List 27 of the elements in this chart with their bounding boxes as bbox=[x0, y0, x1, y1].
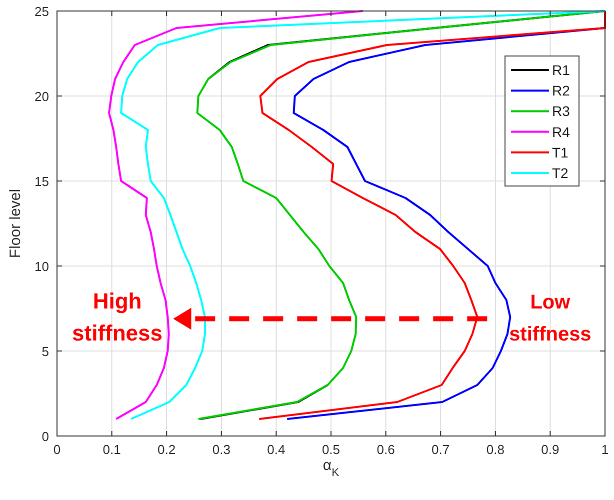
x-tick-label: 0.9 bbox=[541, 442, 560, 457]
y-tick-label: 20 bbox=[34, 89, 49, 104]
y-tick-label: 25 bbox=[34, 4, 49, 19]
legend-label: T2 bbox=[552, 165, 569, 181]
x-tick-label: 0.8 bbox=[486, 442, 504, 457]
x-tick-label: 0.1 bbox=[102, 442, 121, 457]
x-tick-label: 0.2 bbox=[158, 442, 176, 457]
x-tick-label: 1 bbox=[601, 442, 609, 457]
legend-label: R3 bbox=[552, 103, 570, 120]
x-tick-label: 0.6 bbox=[376, 442, 395, 457]
legend-label: R1 bbox=[552, 62, 570, 78]
x-tick-label: 0.7 bbox=[432, 442, 450, 457]
legend-label: T1 bbox=[552, 144, 569, 160]
y-tick-label: 15 bbox=[34, 174, 49, 189]
x-tick-label: 0.5 bbox=[322, 442, 340, 457]
y-axis-title: Floor level bbox=[7, 188, 24, 258]
legend-label: R4 bbox=[552, 124, 570, 140]
x-axis-title: α$_{K}$ bbox=[322, 457, 340, 479]
y-tick-label: 5 bbox=[42, 344, 49, 359]
y-tick-label: 10 bbox=[34, 259, 49, 274]
y-tick-label: 0 bbox=[42, 429, 49, 444]
x-tick-label: 0.3 bbox=[212, 442, 230, 457]
annotation: Low stiffness bbox=[509, 292, 592, 346]
x-tick-label: 0 bbox=[53, 442, 61, 457]
x-tick-label: 0.4 bbox=[267, 442, 286, 457]
legend-label: R2 bbox=[552, 82, 570, 99]
annotation: High stiffness bbox=[72, 288, 163, 346]
